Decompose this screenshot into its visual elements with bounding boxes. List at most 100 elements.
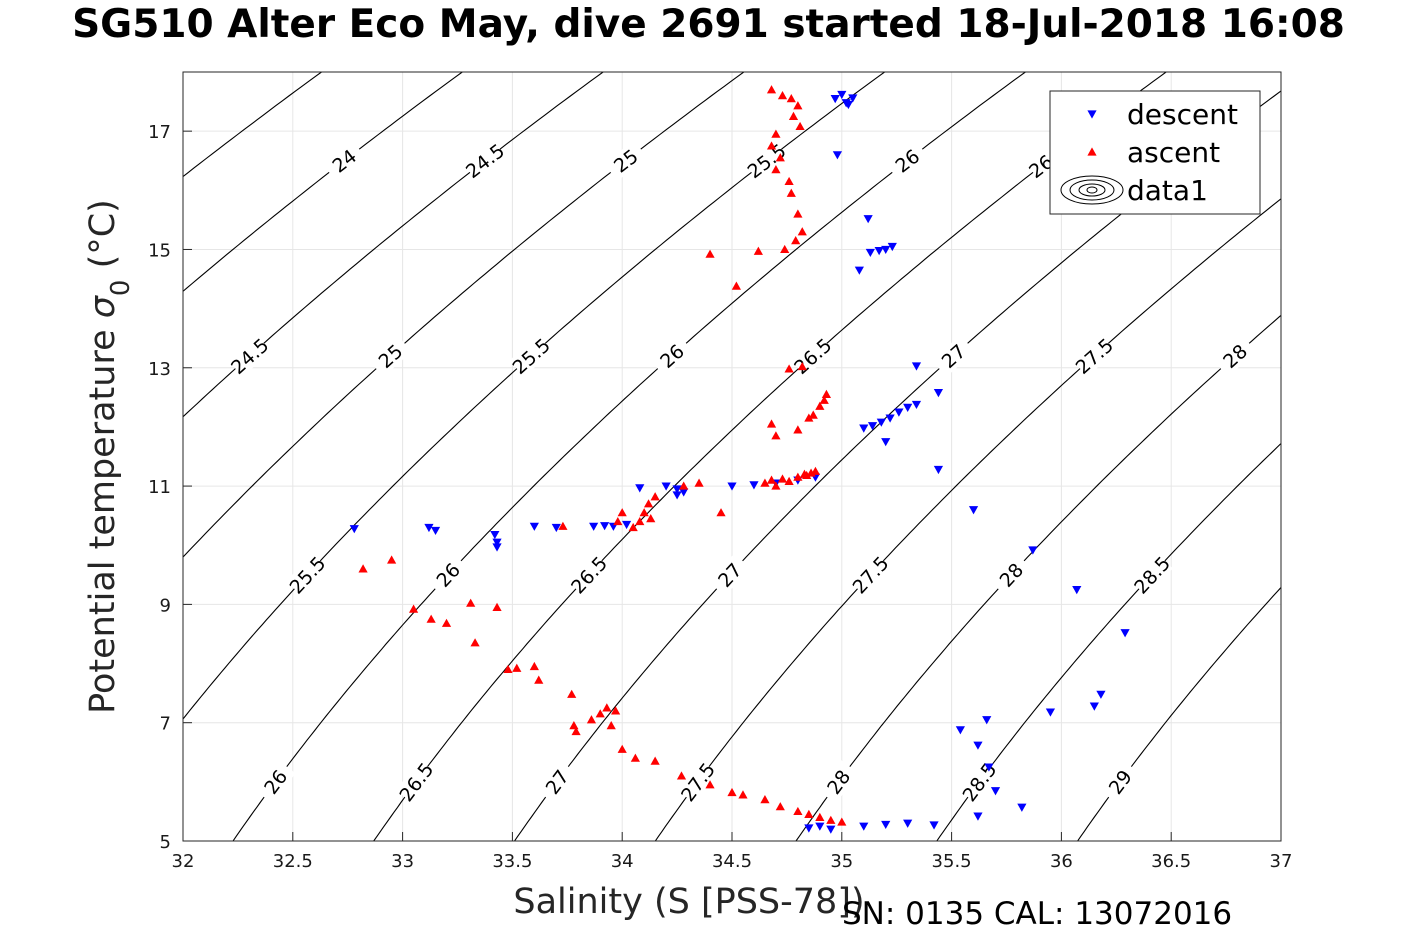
- ascent-point: [771, 165, 781, 174]
- contour-label: 27.5: [677, 759, 720, 806]
- descent-point: [1045, 708, 1056, 717]
- x-tick-label: 32: [172, 851, 195, 872]
- ascent-point: [650, 756, 660, 765]
- legend-contour-icon: [1069, 179, 1115, 201]
- ascent-point: [639, 508, 649, 517]
- descent-point: [529, 522, 539, 531]
- ascent-point: [775, 153, 785, 162]
- ascent-point: [727, 787, 737, 797]
- ascent-point: [791, 235, 801, 245]
- ascent-point: [567, 689, 577, 698]
- ascent-point: [617, 508, 627, 517]
- density-contour: [373, 72, 1167, 841]
- ascent-point: [766, 475, 777, 484]
- contour-label-bg: [708, 553, 751, 597]
- contour-label-bg: [286, 553, 329, 597]
- y-tick-label: 15: [148, 240, 171, 261]
- y-axis-label-main: Potential temperature: [83, 318, 123, 714]
- ascent-point: [815, 401, 825, 410]
- descent-point: [1017, 803, 1027, 812]
- descent-point: [881, 245, 891, 255]
- ascent-point: [793, 806, 803, 816]
- density-contour: [1077, 586, 1281, 841]
- density-contour: [795, 314, 1281, 841]
- ascent-point: [611, 706, 621, 715]
- descent-point: [672, 485, 682, 494]
- descent-point: [984, 763, 994, 772]
- legend-descent-marker: [1087, 110, 1097, 119]
- x-tick-label: 36: [1050, 851, 1073, 872]
- ascent-point: [795, 121, 805, 131]
- descent-point: [876, 418, 886, 427]
- contour-label: 26.5: [395, 759, 438, 806]
- ascent-point: [804, 413, 814, 422]
- x-tick-label: 32.5: [273, 851, 313, 872]
- ascent-point: [694, 478, 704, 487]
- descent-point: [430, 526, 441, 536]
- x-tick-label: 33: [391, 851, 414, 872]
- ascent-point: [753, 246, 763, 255]
- ascent-point: [529, 661, 539, 671]
- ascent-point: [784, 176, 794, 186]
- ascent-point: [492, 602, 502, 611]
- y-tick-label: 13: [148, 359, 171, 380]
- descent-point: [911, 400, 922, 410]
- ascent-point: [558, 521, 568, 530]
- axis-ticks: 32 32.5 33 33.5 34 34.5 35 35.5 36 36.5 37 5 7 9 11 13 1…: [148, 122, 1292, 872]
- descent-point: [903, 403, 913, 413]
- contour-label: 25.5: [744, 140, 791, 183]
- ascent-point: [766, 85, 777, 94]
- ascent-point: [466, 598, 476, 607]
- ascent-point: [705, 249, 715, 258]
- ascent-point: [793, 472, 803, 481]
- ascent-point: [602, 703, 612, 712]
- ascent-point: [760, 794, 770, 804]
- legend-label-descent: descent: [1127, 98, 1238, 131]
- ascent-point: [676, 771, 687, 780]
- ascent-point: [826, 815, 836, 824]
- contour-label-bg: [368, 335, 412, 377]
- ascent-point: [784, 476, 794, 485]
- ascent-point: [650, 492, 660, 501]
- ascent-point: [679, 481, 689, 490]
- x-tick-label: 37: [1270, 851, 1293, 872]
- descent-point: [600, 522, 610, 531]
- descent-point: [1096, 690, 1106, 699]
- ascent-point: [426, 614, 436, 623]
- ascent-point: [586, 715, 597, 724]
- descent-point: [854, 266, 864, 275]
- contour-label-bg: [818, 760, 859, 804]
- descent-point: [929, 821, 939, 830]
- ascent-point: [793, 425, 803, 434]
- contour-label-bg: [255, 759, 296, 804]
- descent-point: [621, 520, 632, 530]
- y-tick-label: 11: [148, 477, 171, 498]
- descent-point: [955, 726, 965, 735]
- ascent-point: [808, 410, 818, 419]
- descent-point: [424, 523, 434, 533]
- ascent-point: [760, 478, 770, 487]
- x-axis-label: Salinity (S [PSS-78]): [513, 882, 864, 922]
- descent-point: [492, 543, 502, 552]
- ascent-point: [628, 522, 638, 532]
- ascent-point: [804, 809, 814, 818]
- contour-label-bg: [322, 140, 366, 182]
- x-tick-label: 34.5: [712, 851, 752, 872]
- ascent-point: [771, 481, 781, 490]
- ascent-point: [771, 431, 781, 440]
- density-contour: [183, 72, 885, 720]
- contour-label: 24.5: [462, 140, 509, 183]
- ascent-point: [837, 817, 847, 826]
- descent-point: [865, 248, 875, 258]
- x-tick-label: 36.5: [1151, 851, 1191, 872]
- ascent-point: [408, 604, 419, 613]
- descent-point: [933, 465, 944, 475]
- descent-point: [804, 824, 814, 833]
- descent-point: [894, 408, 904, 417]
- descent-point: [848, 94, 858, 103]
- legend-contour-icon: [1078, 183, 1106, 197]
- ascent-point: [358, 564, 368, 573]
- y-tick-label: 5: [160, 832, 171, 853]
- ascent-point: [797, 361, 807, 371]
